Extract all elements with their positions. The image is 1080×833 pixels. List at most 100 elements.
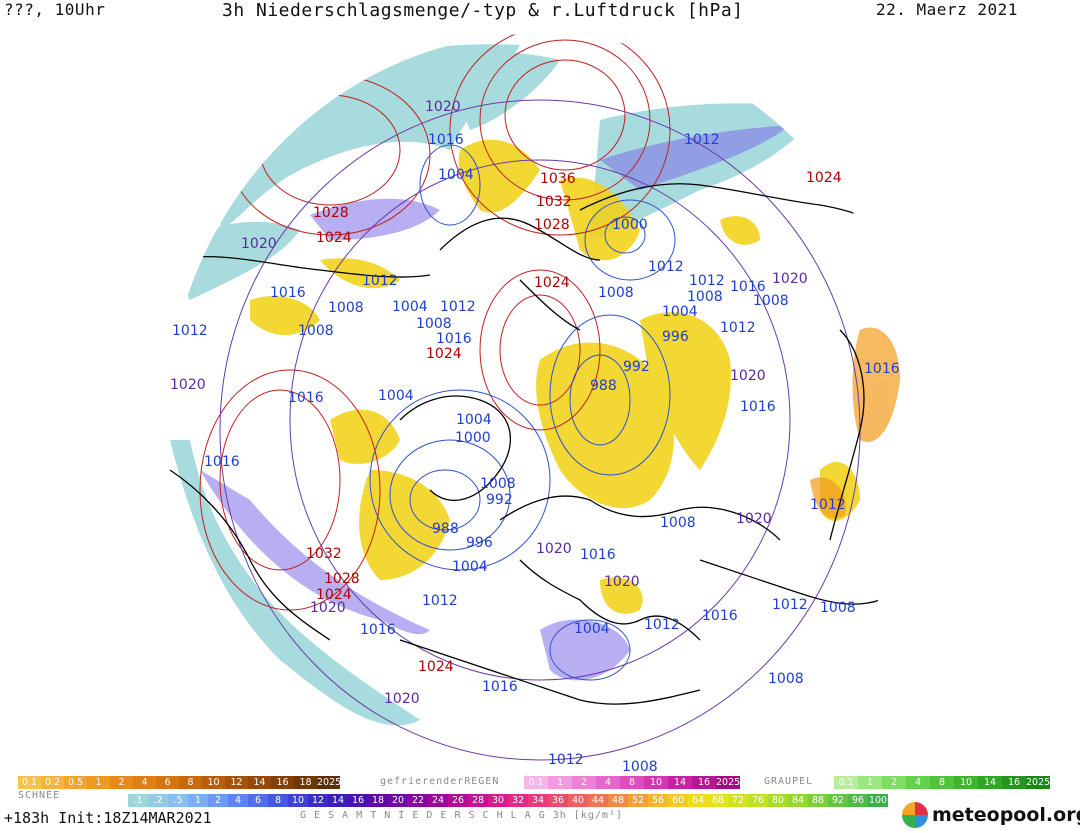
isobar-label: 1008 [598, 285, 634, 301]
legend-swatch: 18 [368, 794, 388, 807]
coastlines [169, 183, 911, 705]
legend-swatch: 8 [268, 794, 288, 807]
isobar-label: 1008 [416, 316, 452, 332]
isobar-label: 996 [662, 329, 689, 345]
legend-swatch: 10 [954, 776, 978, 789]
legend-swatch: 0.1 [834, 776, 858, 789]
isobar-label: 1008 [660, 515, 696, 531]
legend-swatch: 92 [828, 794, 848, 807]
isobar-label: 1020 [241, 236, 277, 252]
legend-swatch: 0.2 [41, 776, 64, 789]
isobar-label: 1024 [806, 170, 842, 186]
isobar-label: 1028 [534, 217, 570, 233]
legend-swatch: 16 [348, 794, 368, 807]
isobar-label: 1008 [820, 600, 856, 616]
legend-swatch: .2 [148, 794, 168, 807]
legend-swatch: 0.5 [64, 776, 87, 789]
legend-swatch: 18 [294, 776, 317, 789]
legend-swatch: 16 [692, 776, 716, 789]
run-info: +183h Init:18Z14MAR2021 [4, 809, 212, 827]
isobar-label: 1008 [687, 289, 723, 305]
legend-swatch: 16 [1002, 776, 1026, 789]
legend-swatch: 22 [408, 794, 428, 807]
isobar-label: 1016 [436, 331, 472, 347]
isobar-label: 1008 [298, 323, 334, 339]
isobar-label: 1016 [730, 279, 766, 295]
legend-swatch: 10 [202, 776, 225, 789]
legend-swatch: 14 [668, 776, 692, 789]
legend-swatch: 32 [508, 794, 528, 807]
legend-swatch: 34 [528, 794, 548, 807]
legend-swatch: 1 [188, 794, 208, 807]
isobar-label: 1020 [736, 511, 772, 527]
isobar-label: 992 [623, 359, 650, 375]
legend-swatch: 4 [133, 776, 156, 789]
legend-swatch: 30 [488, 794, 508, 807]
legend-swatch: 16 [271, 776, 294, 789]
snow-legend-title: SCHNEE [18, 790, 61, 801]
isobar-label: 1024 [534, 275, 570, 291]
legend-swatch: 4 [228, 794, 248, 807]
legend-swatch: 2 [208, 794, 228, 807]
legend-swatch: 20 [388, 794, 408, 807]
isobar-label: 1028 [313, 205, 349, 221]
isobar-label: 1024 [418, 659, 454, 675]
isobar-label: 1008 [622, 759, 658, 775]
meteopool-logo[interactable]: meteopool.org [902, 802, 1080, 828]
freezing-rain-legend-title: gefrierenderREGEN [380, 776, 500, 787]
isobar-label: 1020 [170, 377, 206, 393]
legend-swatch: 24 [428, 794, 448, 807]
isobar-label: 1004 [392, 299, 428, 315]
legend-swatch: 2 [882, 776, 906, 789]
isobar-label: 1008 [480, 476, 516, 492]
isobar-label: 1012 [548, 752, 584, 768]
isobar-label: 1012 [720, 320, 756, 336]
legend-swatch: 1 [858, 776, 882, 789]
isobar-label: 1016 [740, 399, 776, 415]
legend-swatch: 0.1 [18, 776, 41, 789]
legend-swatch: 6 [156, 776, 179, 789]
isobar-label: 1016 [482, 679, 518, 695]
legend-swatch: 88 [808, 794, 828, 807]
isobar-label: 1012 [810, 497, 846, 513]
legend-swatch: 26 [448, 794, 468, 807]
legend-swatch: 68 [708, 794, 728, 807]
isobar-label: 1016 [580, 547, 616, 563]
legend-swatch: 14 [248, 776, 271, 789]
isobar-label: 1016 [428, 132, 464, 148]
isobar-label: 1020 [425, 99, 461, 115]
isobar-label: 992 [486, 492, 513, 508]
legend-swatch: 2 [572, 776, 596, 789]
isobar-label: 1012 [644, 617, 680, 633]
legend-swatch: 48 [608, 794, 628, 807]
isobar-label: 1016 [702, 608, 738, 624]
legend-swatch: 64 [688, 794, 708, 807]
legend-swatch: 36 [548, 794, 568, 807]
isobar-label: 1032 [306, 546, 342, 562]
isobar-label: 1020 [772, 271, 808, 287]
isobar-label: 996 [466, 535, 493, 551]
isobar-label: 1012 [648, 259, 684, 275]
legend-swatch: 44 [588, 794, 608, 807]
legend-swatch: 8 [620, 776, 644, 789]
isobar-label: 1016 [288, 390, 324, 406]
map-disk [165, 33, 915, 780]
isobar-label: 1004 [452, 559, 488, 575]
legend-swatch: 84 [788, 794, 808, 807]
isobar-label: 1024 [316, 230, 352, 246]
isobar-label: 988 [432, 521, 459, 537]
legend-swatch: 12 [225, 776, 248, 789]
isobar-label: 1004 [456, 412, 492, 428]
isobar-label: 1024 [426, 346, 462, 362]
legend-swatch: 1 [548, 776, 572, 789]
legend-swatch: 96 [848, 794, 868, 807]
isobar-label: 1024 [316, 587, 352, 603]
isobar-label: 1016 [864, 361, 900, 377]
isobar-label: 1012 [772, 597, 808, 613]
legend-swatch: 8 [930, 776, 954, 789]
legend-swatch: 14 [978, 776, 1002, 789]
isobar-label: 1016 [360, 622, 396, 638]
legend-swatch: 4 [596, 776, 620, 789]
